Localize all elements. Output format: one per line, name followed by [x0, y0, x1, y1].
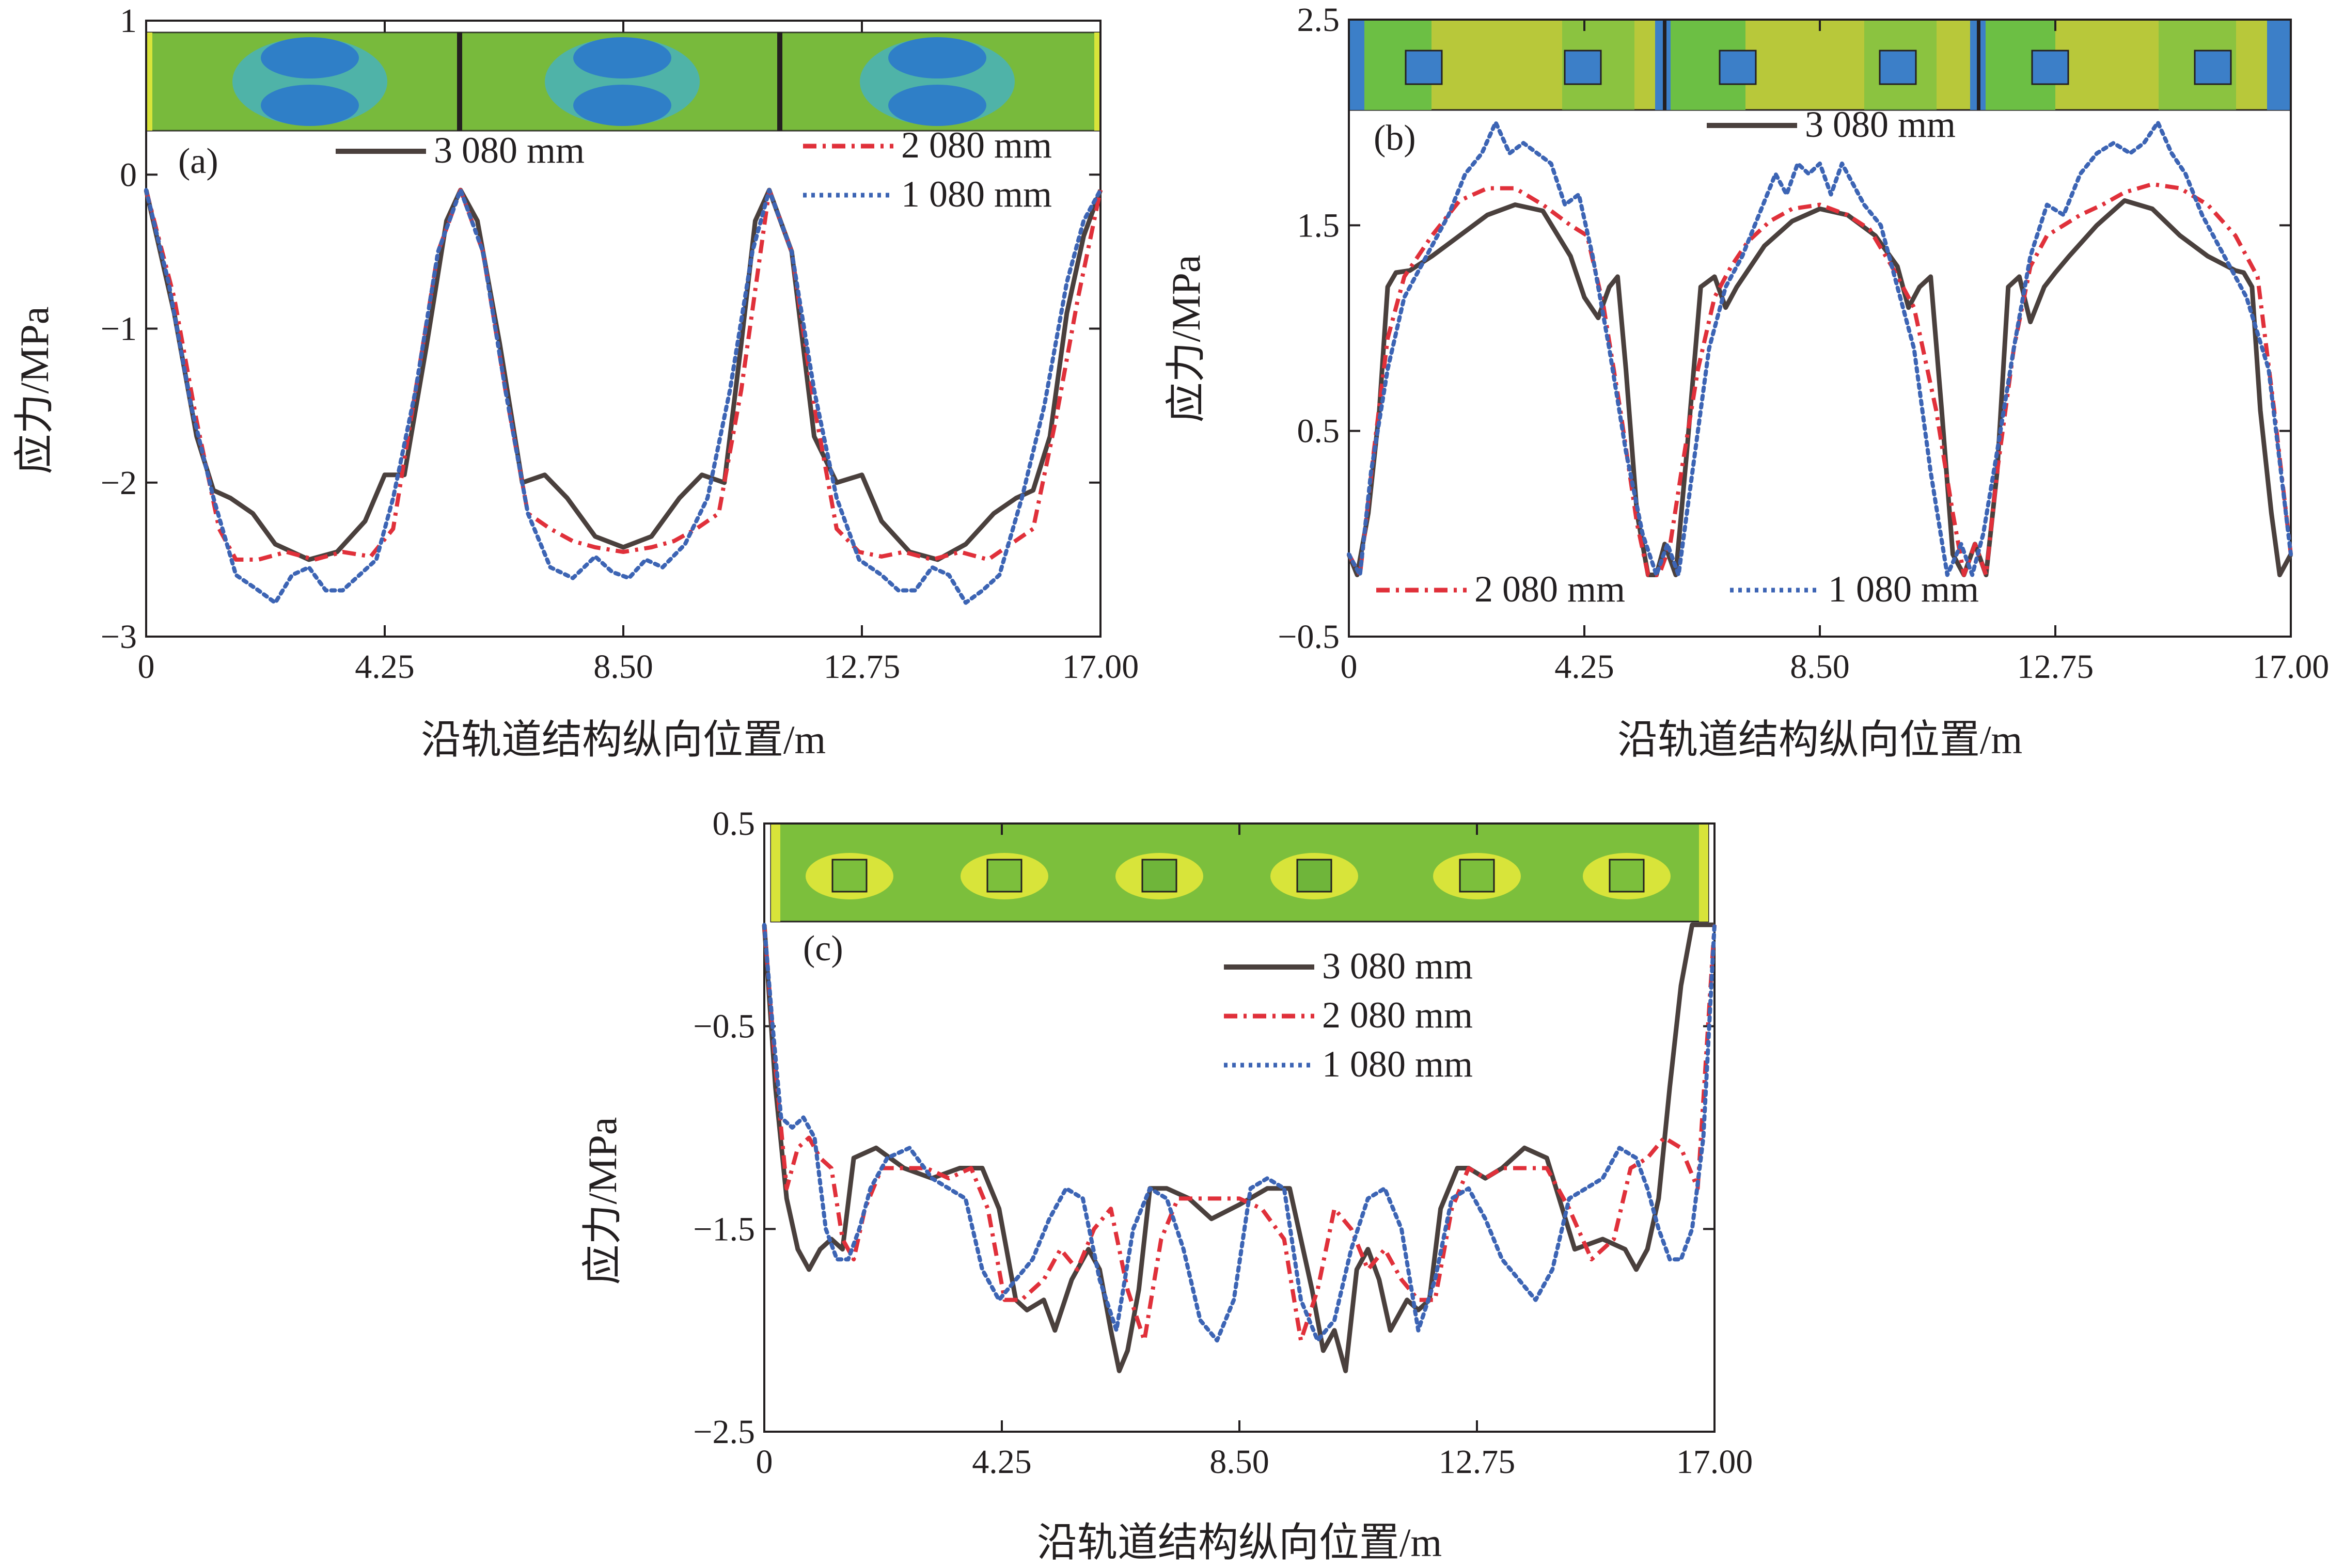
- series-line-c: [762, 922, 1714, 1373]
- series-line-b: [1347, 120, 2293, 577]
- legend-label: 3 080 mm: [1322, 945, 1473, 987]
- y-tick-label: −1.5: [693, 1210, 755, 1248]
- y-tick-label: −1: [101, 310, 137, 348]
- panel-c-ylabel: 应力/MPa: [580, 1117, 625, 1285]
- series-line-a: [144, 188, 1103, 605]
- legend-label: 2 080 mm: [1322, 994, 1473, 1036]
- x-tick-label: 12.75: [824, 648, 901, 686]
- x-tick-label: 8.50: [593, 648, 653, 686]
- chart-b: 0 4.25 8.50 12.75 17.00−0.50.51.52.5(b) 3 080…: [1278, 1, 2329, 686]
- x-tick-label: 8.50: [1790, 648, 1850, 686]
- panel-label-b: (b): [1374, 118, 1416, 158]
- chart-c: 0 4.25 8.50 12.75 17.00 −2.5 −1.5 −0.5 0.5 (c) 3 0…: [693, 805, 1753, 1481]
- x-tick-label: 17.00: [1676, 1443, 1753, 1481]
- y-tick-label: 1.5: [1297, 207, 1340, 244]
- series-line-c: [762, 924, 1717, 1343]
- y-tick-label: 2.5: [1297, 1, 1340, 39]
- panel-label-c: (c): [803, 929, 843, 969]
- y-tick-label: −0.5: [1278, 618, 1340, 656]
- x-tick-label: 0: [756, 1443, 773, 1481]
- y-tick-label: −2: [101, 464, 137, 502]
- x-tick-label: 4.25: [355, 648, 415, 686]
- panel-b-contour-inset: [1348, 19, 2292, 111]
- chart-a: 0 4.25 8.50 12.75 17.00 −3 −2 −1 0 1 (a) 3 080 mm 2 …: [101, 2, 1139, 686]
- legend-a: 3 080 mm 2 080 mm 1 080 mm: [336, 124, 1052, 215]
- legend-label: 2 080 mm: [901, 124, 1052, 166]
- x-tick-label: 12.75: [1439, 1443, 1516, 1481]
- x-tick-label: 12.75: [2017, 648, 2094, 686]
- series-line-a: [144, 188, 1103, 562]
- legend-label: 3 080 mm: [1805, 104, 1956, 145]
- x-tick-label: 4.25: [972, 1443, 1032, 1481]
- legend-label: 3 080 mm: [434, 130, 585, 171]
- legend-c: 3 080 mm 2 080 mm 1 080 mm: [1224, 945, 1473, 1085]
- y-tick-label: 1: [120, 2, 137, 40]
- panel-label-a: (a): [178, 141, 218, 181]
- legend-b: 3 080 mm 2 080 mm 1 080 mm: [1376, 104, 1979, 610]
- x-tick-label: 0: [138, 648, 155, 686]
- legend-label: 1 080 mm: [1828, 568, 1979, 610]
- plots-layer: 0 4.25 8.50 12.75 17.00 −3 −2 −1 0 1 (a) 3 080 mm 2 …: [101, 1, 2329, 1481]
- x-tick-label: 0: [1341, 648, 1358, 686]
- y-tick-label: 0.5: [713, 805, 756, 843]
- x-tick-label: 4.25: [1554, 648, 1614, 686]
- legend-label: 1 080 mm: [1322, 1043, 1473, 1085]
- y-tick-label: −0.5: [693, 1008, 755, 1046]
- panel-c-xlabel: 沿轨道结构纵向位置/m: [1036, 1520, 1442, 1565]
- panel-a-xlabel: 沿轨道结构纵向位置/m: [420, 717, 826, 762]
- y-tick-label: −3: [101, 618, 137, 656]
- panel-a-contour-inset: [145, 31, 1102, 132]
- panel-a: [145, 31, 1102, 132]
- x-tick-label: 8.50: [1209, 1443, 1269, 1481]
- x-tick-label: 17.00: [1062, 648, 1139, 686]
- x-tick-label: 17.00: [2253, 648, 2330, 686]
- series-line-c: [762, 923, 1717, 1343]
- y-tick-label: 0: [120, 156, 137, 194]
- series-line-a: [144, 187, 1103, 562]
- y-tick-label: −2.5: [693, 1413, 755, 1451]
- series-line-b: [1347, 182, 2293, 577]
- y-tick-label: 0.5: [1297, 413, 1340, 450]
- legend-label: 2 080 mm: [1474, 568, 1625, 610]
- panel-b-xlabel: 沿轨道结构纵向位置/m: [1617, 717, 2023, 762]
- legend-label: 1 080 mm: [901, 173, 1052, 215]
- panel-a-ylabel: 应力/MPa: [12, 306, 57, 474]
- panel-c-contour-inset: [770, 822, 1709, 923]
- series-line-b: [1346, 198, 2293, 577]
- panel-b-ylabel: 应力/MPa: [1163, 255, 1208, 423]
